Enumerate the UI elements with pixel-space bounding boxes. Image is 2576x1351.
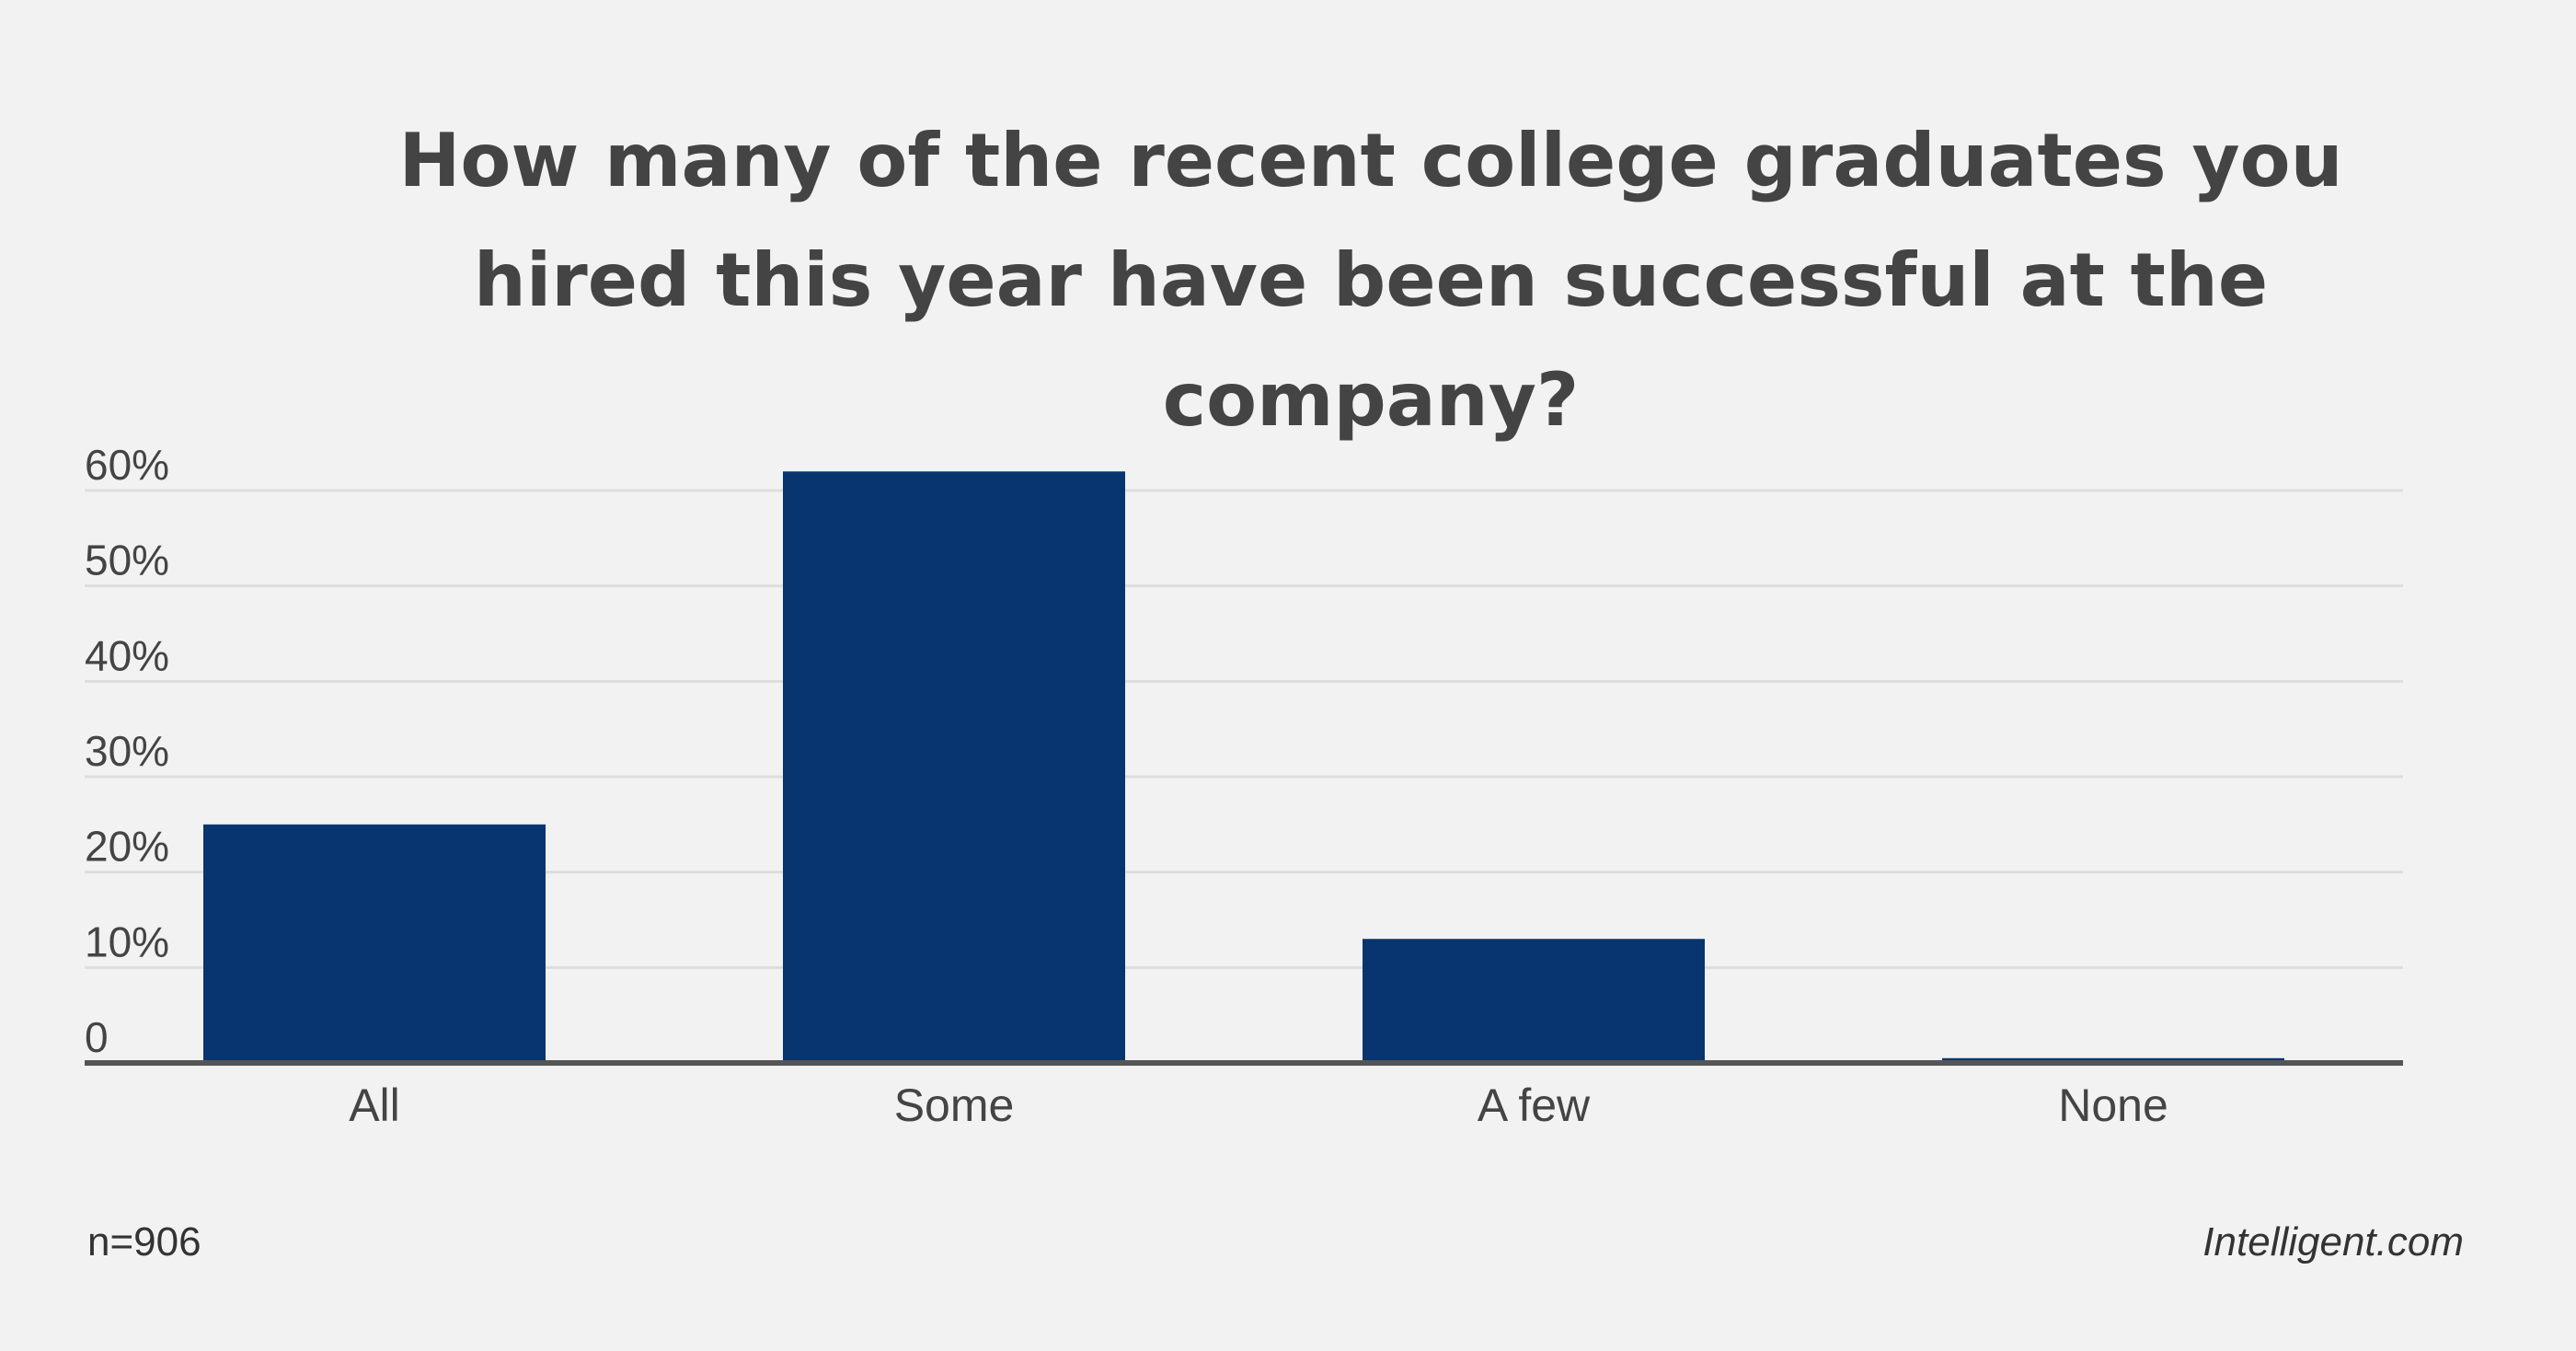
- x-tick-label: Some: [894, 1080, 1015, 1131]
- y-tick-label: 40%: [85, 631, 169, 679]
- bar-some: [783, 471, 1125, 1063]
- bar-a-few: [1363, 939, 1705, 1063]
- y-tick-label: 10%: [85, 918, 169, 965]
- y-tick-label: 30%: [85, 727, 169, 775]
- chart-title: How many of the recent college graduates…: [398, 118, 2343, 443]
- bar-all: [203, 824, 546, 1063]
- sample-size-note: n=906: [87, 1219, 201, 1264]
- y-tick-label: 60%: [85, 441, 169, 489]
- y-tick-label: 0: [85, 1013, 109, 1061]
- bars: [203, 471, 2284, 1063]
- y-tick-label: 20%: [85, 823, 169, 871]
- x-tick-label: None: [2058, 1080, 2168, 1131]
- source-credit: Intelligent.com: [2202, 1219, 2464, 1264]
- x-tick-label: All: [349, 1080, 400, 1131]
- y-axis-ticks: 0 10% 20% 30% 40% 50% 60%: [85, 441, 169, 1061]
- x-tick-label: A few: [1478, 1080, 1591, 1131]
- x-axis-ticks: All Some A few None: [349, 1080, 2168, 1131]
- y-tick-label: 50%: [85, 537, 169, 584]
